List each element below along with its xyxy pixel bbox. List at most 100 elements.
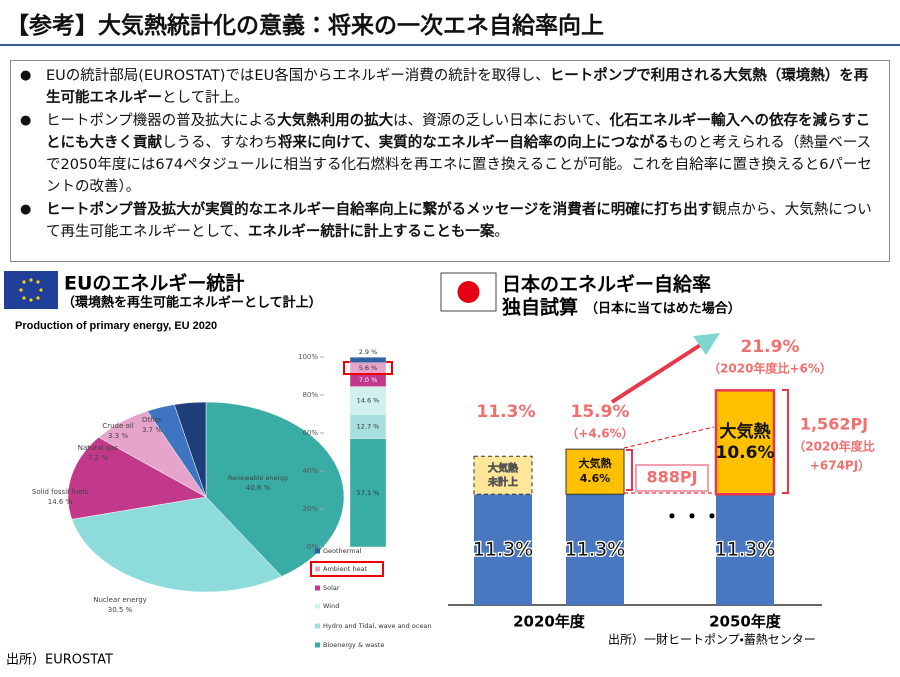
total-label: 21.9%	[741, 337, 800, 357]
bullet-text: ものと考えられる（熱量ベースで2050年度には674ペタジュールに相当する化石燃…	[46, 135, 872, 195]
bullet-text: EUの統計部局(EUROSTAT)ではEU各国からエネルギー消費の統計を取得し、	[46, 68, 550, 84]
bar-segment	[349, 386, 387, 415]
eu-heading: EUのエネルギー統計	[64, 272, 244, 295]
heat-label: 未計上	[487, 475, 518, 488]
eu-subheading: （環境熱を再生可能エネルギーとして計上）	[62, 295, 322, 311]
y-tick-label: 100%	[298, 353, 318, 361]
legend-swatch	[315, 548, 320, 554]
eu-flag	[4, 271, 58, 309]
ellipsis: ・・・	[662, 505, 722, 529]
legend-swatch	[315, 623, 320, 629]
slide-title: 【参考】大気熱統計化の意義：将来の一次エネ自給率向上	[6, 13, 604, 39]
pie-slice	[173, 401, 207, 498]
legend-label: Bioenergy & waste	[323, 641, 384, 649]
segment-label: 12.7 %	[357, 422, 380, 430]
legend-label: Wind	[323, 602, 339, 610]
jp-source: 出所）一財ヒートポンプ・蓄熱センター	[608, 632, 816, 647]
bullet-text: 。	[494, 224, 509, 240]
category-label: 2020年度	[513, 613, 585, 631]
eu-stars	[19, 278, 43, 302]
y-tick-label: 80%	[302, 391, 318, 399]
heat-label: 10.6%	[716, 443, 775, 463]
bullet-box	[10, 60, 890, 262]
bracket	[782, 389, 789, 494]
segment-label: 57.1 %	[357, 489, 380, 497]
placeholder-box	[473, 455, 533, 495]
jp-heading2: 独自試算	[502, 296, 578, 319]
legend-label: Hydro and Tidal, wave and ocean	[323, 622, 432, 630]
legend-swatch	[315, 585, 320, 591]
pie-label: Crude oil	[102, 422, 133, 430]
bullet-text: として計上。	[162, 90, 249, 106]
pie-label: Nuclear energy	[93, 596, 147, 604]
pj-label: 888PJ	[646, 468, 697, 487]
pie-label: Natural gas	[78, 444, 119, 452]
y-tick-label: 60%	[302, 429, 318, 437]
bullet-text: ヒートポンプで利用される大気熱（環境熱）を再生可能エネルギー	[46, 68, 869, 106]
bullet-list: EUの統計部局(EUROSTAT)ではEU各国からエネルギー消費の統計を取得し、…	[16, 65, 882, 244]
y-tick-label: 0%	[307, 543, 318, 551]
bullet: ヒートポンプ機器の普及拡大による大気熱利用の拡大は、資源の乏しい日本において、化…	[16, 110, 882, 198]
jp-flag-sun	[457, 281, 480, 303]
total-label: （2020年度比+6%）	[708, 361, 832, 376]
base-label: 11.3%	[715, 539, 775, 561]
bullet: ヒートポンプ普及拡大が実質的なエネルギー自給率向上に繋がるメッセージを消費者に明…	[16, 199, 882, 243]
heat-label: 大気熱	[488, 461, 518, 474]
y-tick-label: 20%	[302, 505, 318, 513]
pie-slice	[205, 401, 345, 577]
heat-bar	[714, 389, 776, 496]
base-label: 11.3%	[473, 539, 533, 561]
bullet-text: 化石エネルギー輸入への依存を減らすことにも大きく貢献	[46, 113, 871, 151]
growth-arrow-head	[693, 333, 720, 355]
heat-label: 大気熱	[579, 456, 612, 470]
pj-box	[635, 464, 709, 492]
bullet-text: エネルギー統計に計上することも一案	[247, 224, 495, 240]
legend-label: Ambient heat	[323, 565, 368, 573]
bracket	[626, 449, 633, 491]
bullet: EUの統計部局(EUROSTAT)ではEU各国からエネルギー消費の統計を取得し、…	[16, 65, 882, 109]
pie-slice	[67, 437, 207, 520]
bullet-text: ヒートポンプ機器の普及拡大による	[46, 113, 278, 129]
legend-swatch	[315, 566, 320, 572]
eu-source: 出所）EUROSTAT	[6, 653, 113, 668]
total-label: 11.3%	[477, 402, 536, 422]
pie-value-label: 30.5 %	[108, 606, 133, 614]
bullet-text: 観点から、大気熱について再生可能エネルギーとして、	[46, 202, 872, 240]
base-bar	[566, 494, 624, 605]
heat-label: 4.6%	[580, 472, 611, 485]
pie-value-label: 3.3 %	[108, 432, 128, 440]
pj-label: +674PJ）	[810, 458, 870, 473]
segment-label: 2.9 %	[359, 348, 378, 356]
heat-label: 大気熱	[720, 421, 771, 442]
base-label: 11.3%	[565, 539, 625, 561]
pj-label: （2020年度比	[793, 439, 874, 454]
pie-label: Solid fossil fuels	[32, 488, 89, 496]
growth-arrow	[610, 342, 704, 404]
pie-label: Renewable energy	[228, 474, 288, 482]
bullet-text: は、資源の乏しい日本において、	[393, 113, 610, 129]
total-label: 15.9%	[571, 402, 630, 422]
title-rule	[0, 44, 900, 46]
legend-label: Solar	[323, 584, 340, 592]
category-label: 2050年度	[709, 613, 781, 631]
legend-swatch	[315, 642, 320, 648]
bar-segment	[349, 438, 387, 548]
eu-chart-title: Production of primary energy, EU 2020	[15, 320, 217, 332]
bullet-text: ヒートポンプ普及拡大が実質的なエネルギー自給率向上に繋がるメッセージを消費者に明…	[46, 202, 713, 218]
bar-segment	[349, 414, 387, 439]
pj-label: 1,562PJ	[800, 415, 868, 434]
bullet-text: しうる、すなわち	[162, 135, 278, 151]
segment-label: 7.0 %	[359, 376, 378, 384]
segment-label: 5.6 %	[359, 364, 378, 372]
y-tick-label: 40%	[302, 467, 318, 475]
legend-label: Geothermal	[323, 547, 362, 555]
heat-bar	[565, 448, 625, 495]
base-bar	[716, 494, 774, 605]
base-bar	[474, 494, 532, 605]
bullet-text: 将来に向けて、実質的なエネルギー自給率の向上につながる	[278, 135, 669, 151]
pie-value-label: 40.8 %	[246, 484, 271, 492]
bullet-text: 大気熱利用の拡大	[277, 113, 394, 129]
legend-swatch	[315, 603, 320, 609]
